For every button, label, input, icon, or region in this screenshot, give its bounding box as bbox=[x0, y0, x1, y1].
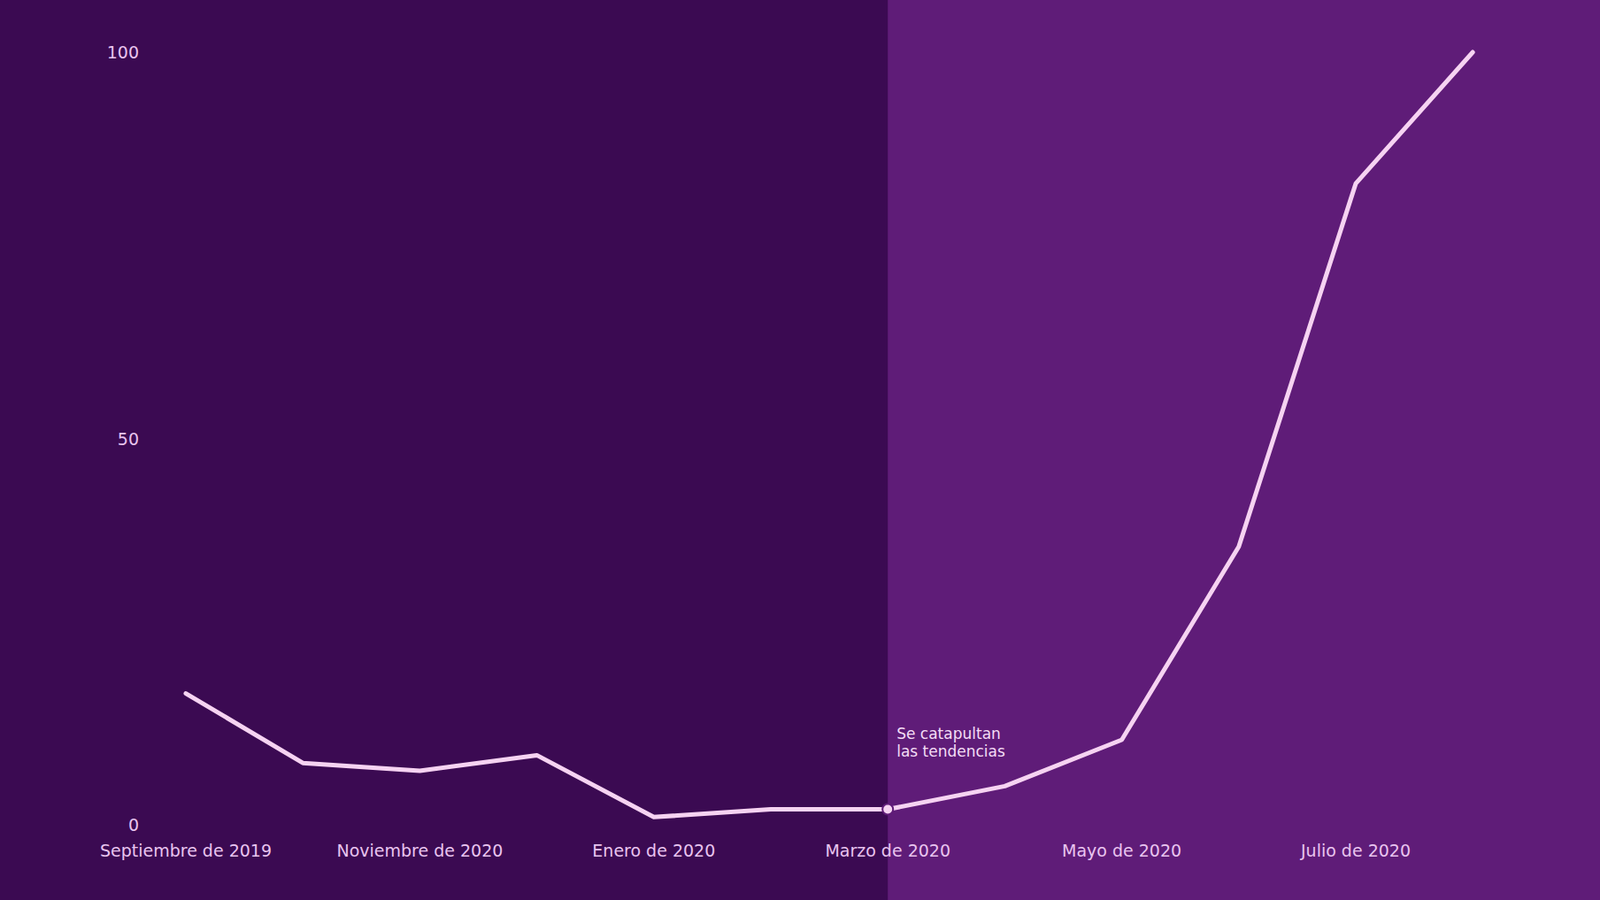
x-tick-label: Septiembre de 2019 bbox=[100, 840, 272, 861]
y-tick-label: 50 bbox=[117, 429, 139, 449]
chart: 0 50 100 Septiembre de 2019 Noviembre de 202… bbox=[0, 0, 1600, 900]
y-tick-label: 0 bbox=[128, 815, 139, 835]
x-tick-label: Noviembre de 2020 bbox=[336, 840, 503, 861]
line bbox=[185, 52, 1473, 817]
highlight-region bbox=[887, 0, 1600, 900]
x-tick-label: Marzo de 2020 bbox=[824, 840, 951, 861]
x-tick-label: Julio de 2020 bbox=[1300, 840, 1411, 861]
background bbox=[0, 0, 1600, 900]
x-tick-label: Enero de 2020 bbox=[592, 840, 716, 861]
y-tick-label: 100 bbox=[107, 42, 139, 62]
annotation-text: las tendencias bbox=[896, 742, 1006, 761]
plot-area bbox=[185, 52, 1473, 817]
annotation-text: Se catapultan bbox=[896, 724, 1001, 743]
x-tick-label: Mayo de 2020 bbox=[1061, 840, 1182, 861]
annotation-marker bbox=[882, 804, 893, 816]
